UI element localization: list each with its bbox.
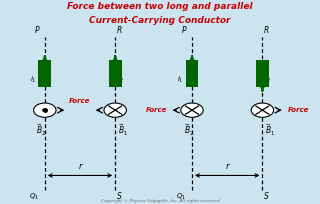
Text: $Q_1$: $Q_1$ <box>176 192 186 202</box>
Text: $i_1$: $i_1$ <box>177 74 184 85</box>
Text: R: R <box>264 26 269 35</box>
Text: $i_2$: $i_2$ <box>118 74 124 85</box>
Text: Force: Force <box>146 107 167 113</box>
Text: r: r <box>226 162 229 171</box>
Circle shape <box>251 103 274 117</box>
Text: $\vec{B}_2$: $\vec{B}_2$ <box>184 122 194 138</box>
Text: r: r <box>78 162 82 171</box>
Text: Copyright © Physics Vidyapith, Inc. All rights reserved: Copyright © Physics Vidyapith, Inc. All … <box>101 199 219 203</box>
Text: S: S <box>117 192 122 201</box>
Bar <box>109 60 122 87</box>
Text: $i_2$: $i_2$ <box>265 74 272 85</box>
Text: $\vec{B}_1$: $\vec{B}_1$ <box>265 122 275 138</box>
Circle shape <box>34 103 56 117</box>
Text: P: P <box>182 26 186 35</box>
Bar <box>256 60 269 87</box>
Text: $Q_1$: $Q_1$ <box>29 192 39 202</box>
Circle shape <box>42 108 48 112</box>
Circle shape <box>181 103 203 117</box>
Text: Force: Force <box>287 107 309 113</box>
Text: Force between two long and parallel: Force between two long and parallel <box>67 2 253 11</box>
Text: R: R <box>117 26 122 35</box>
Text: P: P <box>35 26 39 35</box>
Bar <box>38 60 51 87</box>
Text: Current-Carrying Conductor: Current-Carrying Conductor <box>89 16 231 25</box>
Text: S: S <box>264 192 269 201</box>
Circle shape <box>104 103 126 117</box>
Text: $i_1$: $i_1$ <box>30 74 37 85</box>
Bar <box>186 60 198 87</box>
Text: Force: Force <box>69 98 91 104</box>
Text: $\vec{B}_2$: $\vec{B}_2$ <box>36 122 47 138</box>
Text: $\vec{B}_1$: $\vec{B}_1$ <box>118 122 128 138</box>
